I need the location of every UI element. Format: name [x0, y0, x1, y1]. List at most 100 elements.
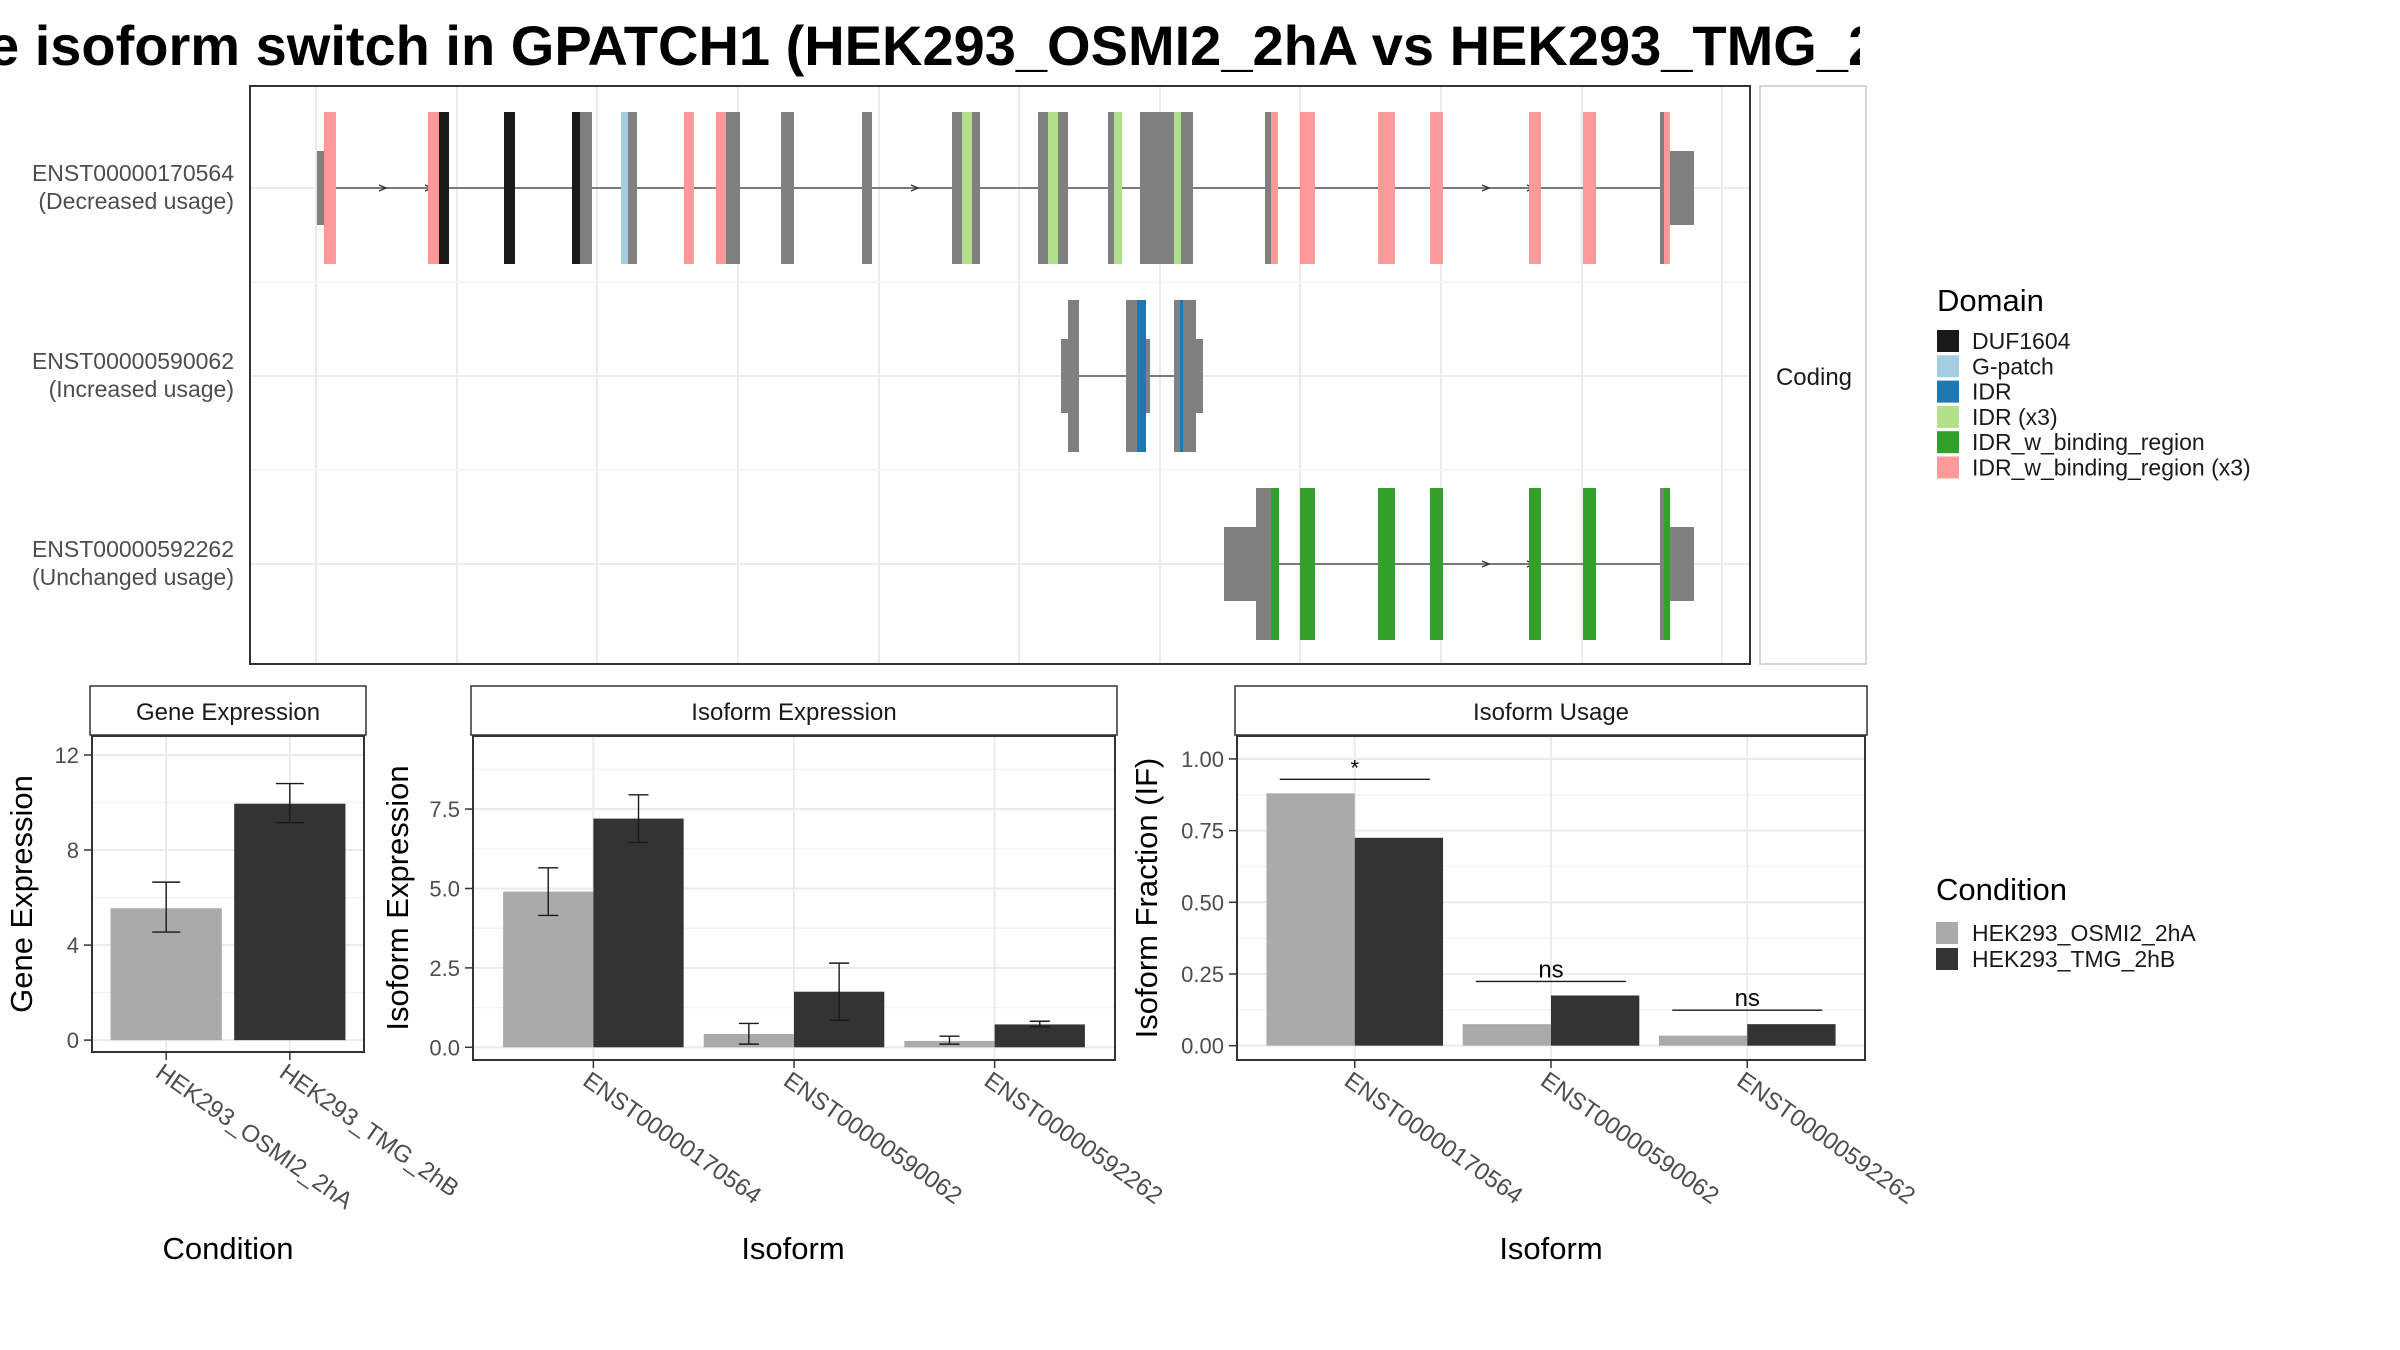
exon-block	[1174, 300, 1180, 452]
bar	[994, 1024, 1085, 1048]
y-tick-label: 4	[67, 933, 79, 958]
exon-block	[1660, 112, 1664, 264]
exon-block	[1146, 339, 1150, 413]
exon-block	[726, 112, 740, 264]
exon-block	[1038, 112, 1048, 264]
exon-block	[1048, 112, 1058, 264]
condition-legend-key	[1936, 922, 1958, 944]
panel-strip	[89, 685, 367, 736]
x-axis-title: Condition	[163, 1231, 294, 1266]
panel-strip-title: Isoform Expression	[691, 699, 896, 726]
x-tick-label: HEK293_OSMI2_2hA	[151, 1059, 358, 1215]
exon-block	[1430, 112, 1443, 264]
exon-block	[1140, 112, 1174, 264]
exon-block	[628, 112, 637, 264]
exon-block	[324, 112, 336, 264]
error-bar	[1029, 1020, 1050, 1028]
condition-legend-label: HEK293_TMG_2hB	[1972, 946, 2175, 972]
panel-border	[91, 735, 365, 1053]
condition-legend-key	[1936, 948, 1958, 970]
transcript-usage-label: (Unchanged usage)	[32, 564, 234, 590]
bar	[1747, 1024, 1836, 1046]
facet-strip-coding	[1759, 85, 1867, 665]
transcript-id-label: ENST00000170564	[32, 160, 234, 186]
transcript-id-label: ENST00000592262	[32, 536, 234, 562]
exon-block	[1271, 112, 1278, 264]
x-tick-label: ENST00000590062	[779, 1067, 967, 1210]
facet-strip-label: Coding	[1776, 364, 1852, 391]
x-tick-label: ENST00000592262	[1732, 1067, 1920, 1210]
exon-block	[428, 112, 439, 264]
bar	[1658, 1035, 1748, 1046]
error-bar	[829, 962, 850, 1021]
exon-block	[1670, 151, 1694, 225]
error-bar	[275, 782, 304, 824]
exon-block	[439, 112, 449, 264]
y-axis-title: Isoform Expression	[380, 765, 415, 1030]
significance-label: ns	[1538, 956, 1563, 983]
bar	[1266, 793, 1355, 1046]
bar	[593, 818, 684, 1048]
exon-block	[1529, 112, 1541, 264]
panel-strip-title: Isoform Usage	[1473, 699, 1629, 726]
domain-legend-label: IDR_w_binding_region	[1972, 429, 2205, 455]
strand-arrow	[1481, 184, 1491, 192]
error-bar	[939, 1035, 960, 1045]
strand-arrow	[910, 184, 920, 192]
transcript-usage-label: (Decreased usage)	[38, 188, 234, 214]
exon-block	[972, 112, 980, 264]
domain-legend-title: Domain	[1937, 283, 2044, 318]
exon-block	[1378, 488, 1395, 640]
y-tick-label: 0.50	[1181, 890, 1224, 915]
exon-block	[1670, 527, 1694, 601]
exon-block	[716, 112, 726, 264]
exon-block	[1378, 112, 1395, 264]
panel-strip-title: Gene Expression	[136, 699, 320, 726]
domain-legend-key	[1937, 431, 1959, 454]
error-bar	[538, 867, 559, 917]
y-tick-label: 0.0	[429, 1035, 460, 1060]
y-tick-label: 12	[55, 743, 79, 768]
y-tick-label: 2.5	[429, 956, 460, 981]
significance-label: *	[1350, 755, 1359, 780]
exon-block	[1271, 488, 1279, 640]
y-tick-label: 5.0	[429, 876, 460, 901]
chart-title-text: e isoform switch in GPATCH1 (HEK293_OSMI…	[0, 14, 1860, 77]
y-tick-label: 8	[67, 838, 79, 863]
exon-block	[1174, 112, 1181, 264]
exon-block	[572, 112, 580, 264]
domain-legend-label: IDR (x3)	[1972, 404, 2058, 430]
y-tick-label: 0	[67, 1028, 79, 1053]
y-tick-label: 1.00	[1181, 747, 1224, 772]
exon-block	[1061, 339, 1068, 413]
x-tick-label: ENST00000592262	[979, 1067, 1167, 1210]
exon-block	[1529, 488, 1541, 640]
error-bar	[152, 881, 181, 933]
bar	[1462, 1024, 1551, 1046]
exon-block	[1196, 339, 1203, 413]
domain-legend-key	[1937, 456, 1959, 479]
exon-block	[1126, 300, 1137, 452]
exon-block	[1180, 300, 1183, 452]
x-tick-label: ENST00000170564	[1339, 1067, 1527, 1210]
chart-title: e isoform switch in GPATCH1 (HEK293_OSMI…	[0, 6, 1860, 86]
domain-legend-key	[1937, 330, 1959, 352]
domain-legend-key	[1937, 380, 1959, 403]
domain-legend-label: G-patch	[1972, 353, 2054, 379]
exon-block	[1181, 112, 1193, 264]
exon-block	[621, 112, 628, 264]
domain-legend-key	[1937, 355, 1959, 378]
error-bar	[628, 794, 649, 844]
bar	[234, 803, 346, 1041]
exon-block	[1224, 527, 1256, 601]
y-tick-label: 0.25	[1181, 962, 1224, 987]
exon-block	[580, 112, 592, 264]
domain-legend-label: IDR	[1972, 379, 2012, 405]
exon-block	[1256, 488, 1271, 640]
exon-block	[1068, 300, 1079, 452]
condition-legend-label: HEK293_OSMI2_2hA	[1972, 920, 2196, 946]
strand-arrow	[378, 184, 388, 192]
x-axis-title: Isoform	[1499, 1231, 1602, 1266]
exon-block	[504, 112, 515, 264]
transcript-id-label: ENST00000590062	[32, 348, 234, 374]
